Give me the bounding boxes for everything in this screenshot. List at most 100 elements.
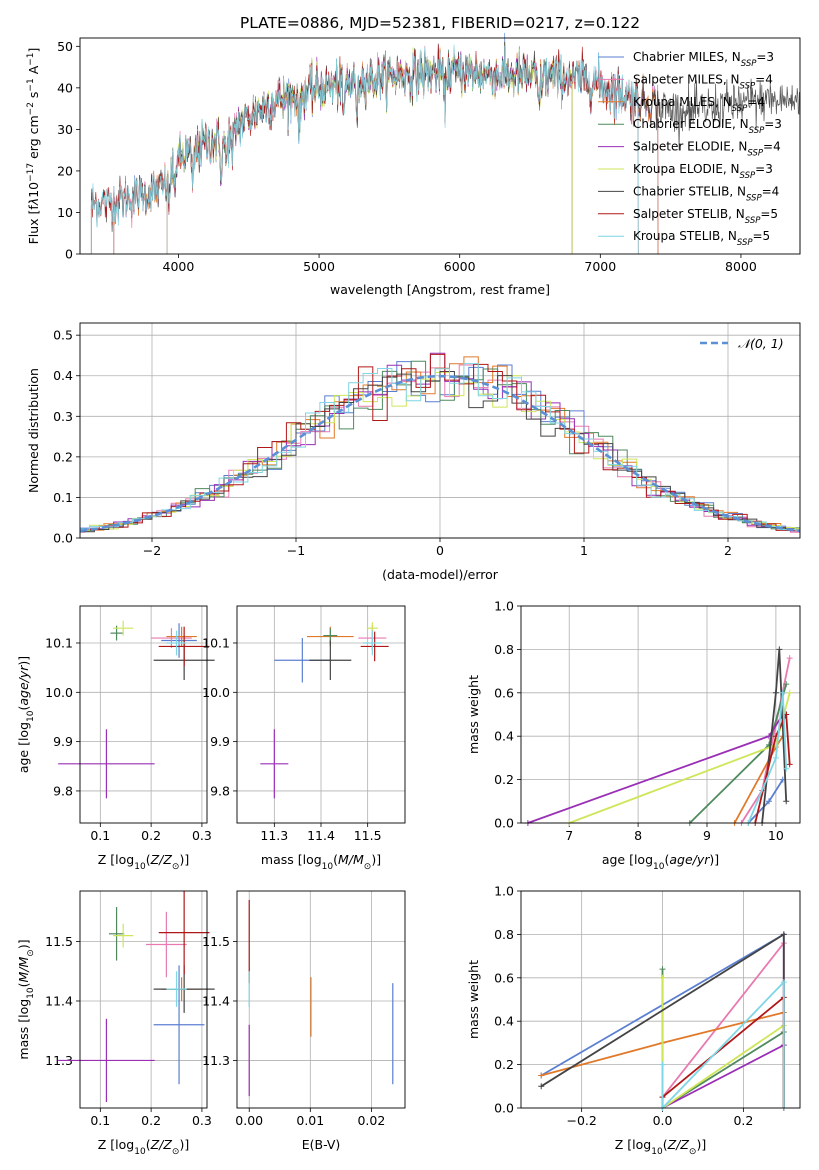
axes-frame xyxy=(520,890,801,1109)
y-tick-label: 0.3 xyxy=(53,409,73,424)
y-tick-label: 0.8 xyxy=(494,927,514,942)
x-axis-label: age [log10(age/yr)] xyxy=(602,852,719,872)
x-tick-label: 7 xyxy=(565,828,573,843)
mass-weight-marker xyxy=(783,681,790,688)
y-tick-label: 0 xyxy=(65,247,73,262)
y-tick-label: 0.2 xyxy=(494,1057,514,1072)
x-tick-label: −2 xyxy=(143,543,161,558)
y-tick-label: 10.1 xyxy=(202,635,230,650)
legend-label: Chabrier ELODIE, NSSP=3 xyxy=(633,117,782,136)
figure-title: PLATE=0886, MJD=52381, FIBERID=0217, z=0… xyxy=(240,14,640,32)
y-tick-label: 11.4 xyxy=(202,993,230,1008)
x-tick-label: −0.2 xyxy=(566,1113,596,1128)
legend-label: Chabrier MILES, NSSP=3 xyxy=(633,50,774,69)
x-axis-label: wavelength [Angstrom, rest frame] xyxy=(330,282,550,297)
y-tick-label: 0.4 xyxy=(494,729,514,744)
y-tick-label: 0.2 xyxy=(494,772,514,787)
legend-label: Salpeter ELODIE, NSSP=4 xyxy=(633,140,781,159)
x-tick-label: 0.2 xyxy=(733,1113,753,1128)
mass_weight_vs_Z-panel: −0.2 0.0 0.2 0.0 0.2 0.4 0.6 0.8 1.0 Z [log10(Z/Z… xyxy=(466,884,801,1157)
age_vs_Z-panel: 0.1 0.2 0.3 9.8 9.9 10.0 10.1 Z [log10(Z/Z⊙)] ag… xyxy=(16,605,215,872)
x-tick-label: 9 xyxy=(703,828,711,843)
mass-weight-line xyxy=(661,979,785,1111)
y-tick-label: 0.8 xyxy=(494,642,514,657)
mass-weight-marker xyxy=(772,689,779,696)
mass-weight-marker xyxy=(772,754,779,761)
x-tick-label: 0.02 xyxy=(357,1113,385,1128)
y-tick-label: 11.5 xyxy=(45,934,73,949)
y-tick-label: 0.4 xyxy=(494,1014,514,1029)
x-tick-label: 0.0 xyxy=(653,1113,673,1128)
x-axis-label: (data-model)/error xyxy=(382,567,499,582)
histogram-group xyxy=(80,352,800,535)
residuals-panel: −2 −1 0 1 2 0.0 0.1 0.2 0.3 0.4 0.5 𝒩(0, 1) (data-mo… xyxy=(26,322,801,582)
legend-label: Salpeter MILES, NSSP=4 xyxy=(633,72,773,91)
x-tick-label: 11.5 xyxy=(354,828,382,843)
x-tick-label: 0.1 xyxy=(90,1113,110,1128)
mass_weight_vs_age-panel: 7 8 9 10 0.0 0.2 0.4 0.6 0.8 1.0 age [log10(age/yr… xyxy=(466,599,801,872)
axes-frame xyxy=(236,605,406,824)
mass-weight-marker xyxy=(538,1083,545,1090)
mass-weight-marker xyxy=(659,966,666,973)
axes-frame xyxy=(520,605,801,824)
y-tick-label: 0.4 xyxy=(53,368,73,383)
y-tick-label: 1.0 xyxy=(494,599,514,614)
y-tick-label: 0.0 xyxy=(494,1101,514,1116)
x-tick-label: 0.1 xyxy=(90,828,110,843)
y-axis-label: mass [log10(M/M⊙)] xyxy=(16,939,36,1059)
y-tick-label: 20 xyxy=(57,163,73,178)
mass_vs_ebv-panel: 0.00 0.01 0.02 11.3 11.4 11.5 E(B-V) xyxy=(202,890,406,1152)
x-tick-label: 0 xyxy=(436,543,444,558)
mass-weight-line xyxy=(662,1043,785,1109)
x-axis-label: Z [log10(Z/Z⊙)] xyxy=(615,1137,706,1157)
age_vs_mass-panel: 11.3 11.4 11.5 9.8 9.9 10.0 10.1 mass [log10(M/… xyxy=(202,605,406,872)
y-tick-label: 9.8 xyxy=(53,783,73,798)
mass-weight-marker xyxy=(659,1061,666,1068)
x-tick-label: 8000 xyxy=(725,259,757,274)
spectrum-panel: 4000 5000 6000 7000 8000 0 10 20 30 40 50 Chabrier … xyxy=(26,32,801,297)
x-tick-label: 11.4 xyxy=(307,828,335,843)
x-tick-label: 7000 xyxy=(584,259,616,274)
y-tick-label: 0.6 xyxy=(494,970,514,985)
y-tick-label: 40 xyxy=(57,80,73,95)
y-axis-label: age [log10(age/yr)] xyxy=(16,656,36,773)
x-tick-label: 0.00 xyxy=(235,1113,263,1128)
x-tick-label: 0.01 xyxy=(296,1113,324,1128)
x-tick-label: 0.3 xyxy=(192,1113,212,1128)
mass-weight-marker xyxy=(783,765,790,772)
x-tick-label: 0.3 xyxy=(192,828,212,843)
mass-weight-line xyxy=(747,692,788,824)
y-axis-label: mass weight xyxy=(466,675,481,754)
axes-frame xyxy=(79,890,208,1109)
mass-weight-marker xyxy=(780,931,787,938)
x-tick-label: 10 xyxy=(768,828,784,843)
y-tick-label: 30 xyxy=(57,122,73,137)
mass-weight-marker xyxy=(786,655,793,662)
axes-frame xyxy=(236,890,406,1109)
x-axis-label: E(B-V) xyxy=(302,1137,341,1152)
y-tick-label: 0.0 xyxy=(53,531,73,546)
y-tick-label: 0.2 xyxy=(53,449,73,464)
axes-frame xyxy=(79,605,208,824)
spectrum-legend: Chabrier MILES, NSSP=3 Salpeter MILES, NS… xyxy=(598,50,782,248)
y-axis-label: mass weight xyxy=(466,960,481,1039)
x-tick-label: 0.2 xyxy=(141,1113,161,1128)
legend-label: 𝒩(0, 1) xyxy=(738,336,784,351)
x-axis-label: Z [log10(Z/Z⊙)] xyxy=(98,852,189,872)
mass-weight-marker xyxy=(766,798,772,805)
mass-weight-line xyxy=(761,649,788,824)
y-tick-label: 9.9 xyxy=(53,734,73,749)
y-tick-label: 9.9 xyxy=(210,734,230,749)
mass-weight-marker xyxy=(776,646,783,653)
legend-label: Salpeter STELIB, NSSP=5 xyxy=(633,207,778,226)
legend-label: Kroupa STELIB, NSSP=5 xyxy=(633,229,770,248)
normal-reference-curve xyxy=(80,374,800,533)
legend-label: Kroupa ELODIE, NSSP=3 xyxy=(633,162,773,181)
mass-weight-marker xyxy=(659,974,666,981)
chart-panels: 4000 5000 6000 7000 800001020304050Chabrier … xyxy=(16,32,801,1157)
y-axis-label: Flux [fλ10−17 erg cm−2 s−1 A−1] xyxy=(26,48,41,245)
x-tick-label: 4000 xyxy=(163,259,195,274)
y-tick-label: 0.5 xyxy=(53,328,73,343)
y-tick-label: 0.6 xyxy=(494,685,514,700)
mass-weight-marker xyxy=(786,761,793,768)
